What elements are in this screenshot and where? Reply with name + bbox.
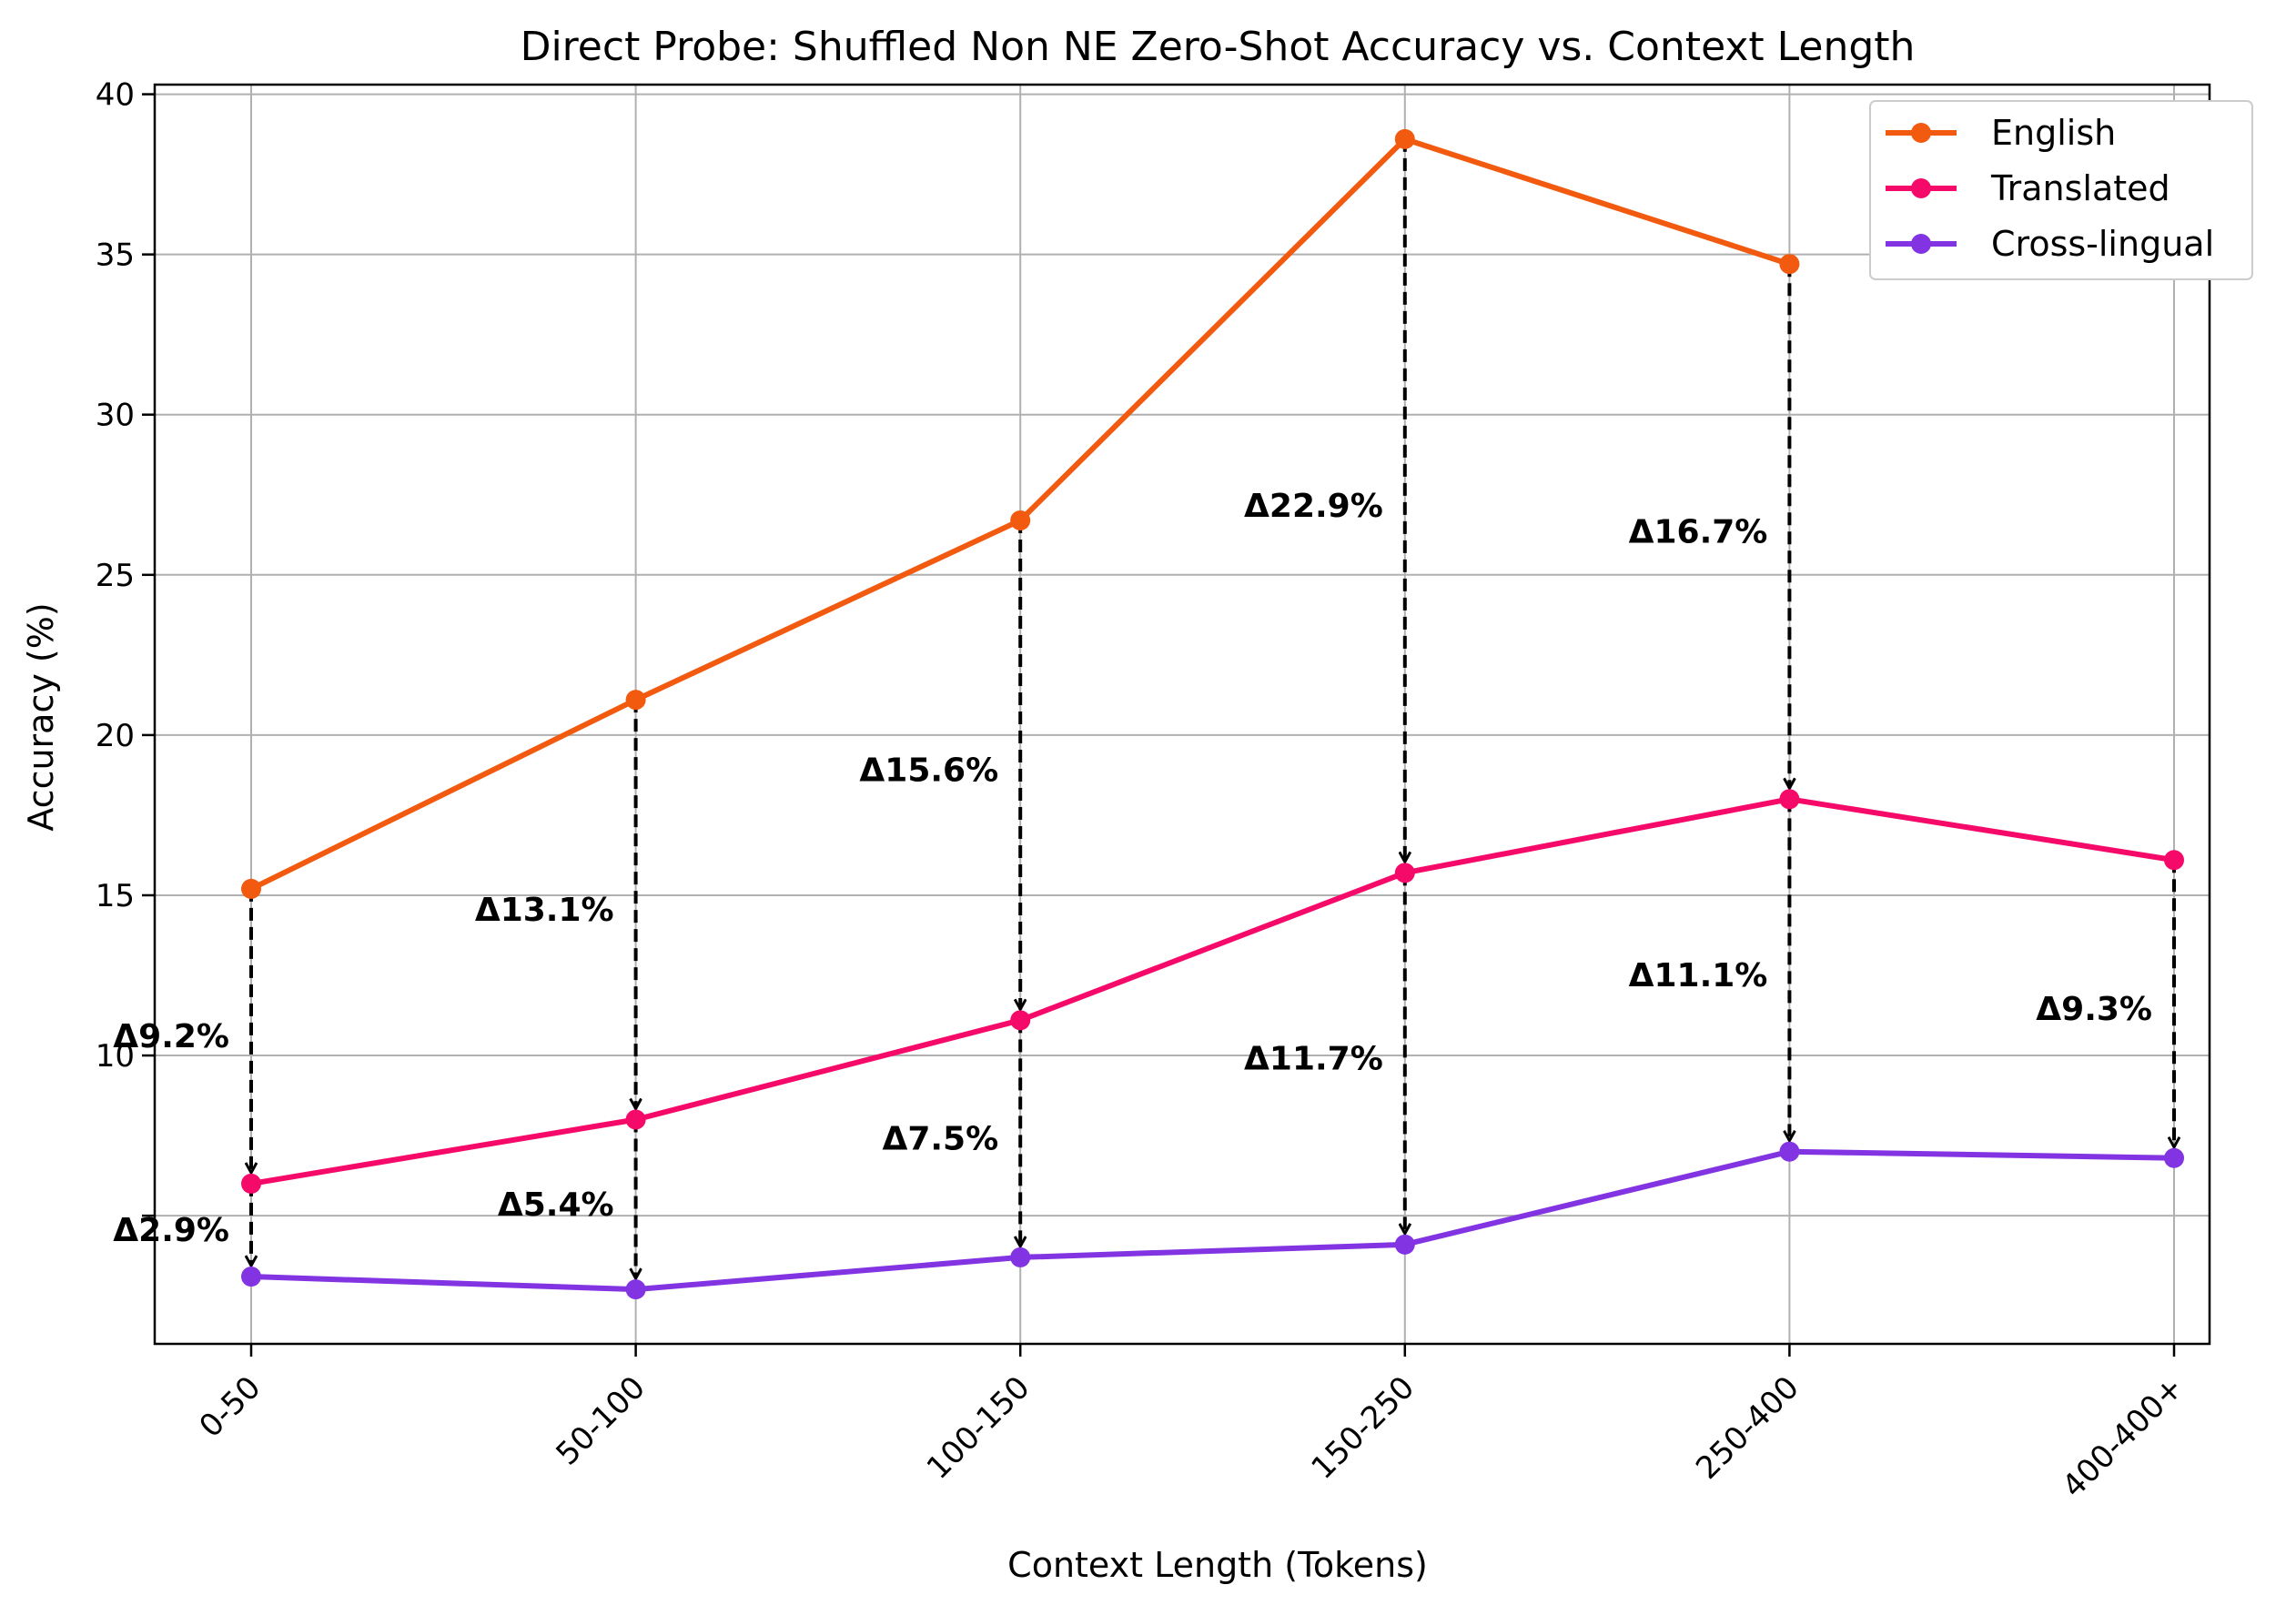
- x-axis-label: Context Length (Tokens): [1007, 1545, 1428, 1585]
- legend-label-english: English: [1991, 113, 2116, 153]
- legend-item-translated: Translated: [1886, 168, 2170, 208]
- data-point-english: [625, 690, 646, 711]
- data-point-translated: [241, 1173, 261, 1194]
- series-points: [241, 128, 2184, 1300]
- delta-label: Δ22.9%: [1244, 488, 1383, 525]
- data-point-english: [1779, 254, 1800, 275]
- data-point-english: [241, 878, 261, 899]
- series-line-translated: [250, 796, 2175, 1186]
- y-tick-label: 10: [96, 1038, 135, 1075]
- delta-label: Δ5.4%: [498, 1186, 614, 1224]
- legend-marker-english: [1911, 123, 1931, 143]
- delta-label: Δ2.9%: [113, 1212, 229, 1249]
- y-tick-label: 40: [96, 77, 135, 114]
- delta-label: Δ16.7%: [1629, 513, 1768, 550]
- legend-box: [1869, 100, 2253, 280]
- data-point-english: [1010, 510, 1031, 530]
- data-point-cross-lingual: [241, 1267, 261, 1287]
- delta-label: Δ15.6%: [859, 752, 998, 790]
- data-point-cross-lingual: [1010, 1247, 1031, 1267]
- delta-label: Δ13.1%: [475, 892, 614, 929]
- delta-label: Δ9.2%: [113, 1018, 229, 1055]
- delta-annotations: Δ9.2% Δ13.1% Δ15.6% Δ22.9% Δ16.7% Δ2.9% Δ5.4% Δ…: [113, 138, 2174, 1278]
- legend-label-translated: Translated: [1990, 168, 2170, 208]
- y-tick-label: 20: [96, 718, 135, 754]
- legend-item-english: English: [1886, 113, 2116, 153]
- legend-label-cross-lingual: Cross-lingual: [1991, 224, 2214, 264]
- y-tick-label: 35: [96, 237, 135, 274]
- data-point-translated: [1010, 1010, 1031, 1031]
- legend: English Translated Cross-lingual: [1869, 100, 2253, 280]
- y-tick-label: 15: [96, 878, 135, 914]
- data-point-english: [1394, 128, 1415, 149]
- data-point-translated: [1779, 789, 1800, 810]
- legend-marker-cross-lingual: [1911, 234, 1931, 254]
- legend-marker-translated: [1911, 178, 1931, 198]
- legend-item-cross-lingual: Cross-lingual: [1886, 224, 2214, 264]
- delta-label: Δ11.7%: [1244, 1041, 1383, 1078]
- y-tick-label: 25: [96, 558, 135, 594]
- data-point-translated: [2164, 850, 2184, 871]
- series-line-cross-lingual: [250, 1148, 2175, 1293]
- data-point-cross-lingual: [1394, 1234, 1415, 1255]
- data-point-translated: [1394, 863, 1415, 883]
- data-point-translated: [625, 1109, 646, 1130]
- delta-label: Δ9.3%: [2036, 991, 2152, 1028]
- data-point-cross-lingual: [625, 1279, 646, 1300]
- y-tick-label: 30: [96, 398, 135, 434]
- delta-label: Δ11.1%: [1629, 957, 1768, 994]
- plot-frame: [153, 83, 2211, 1346]
- data-point-cross-lingual: [1779, 1141, 1800, 1162]
- y-axis-label: Accuracy (%): [21, 602, 61, 831]
- delta-label: Δ7.5%: [882, 1121, 998, 1158]
- data-point-cross-lingual: [2164, 1147, 2184, 1168]
- chart-title: Direct Probe: Shuffled Non NE Zero-Shot …: [521, 24, 1916, 70]
